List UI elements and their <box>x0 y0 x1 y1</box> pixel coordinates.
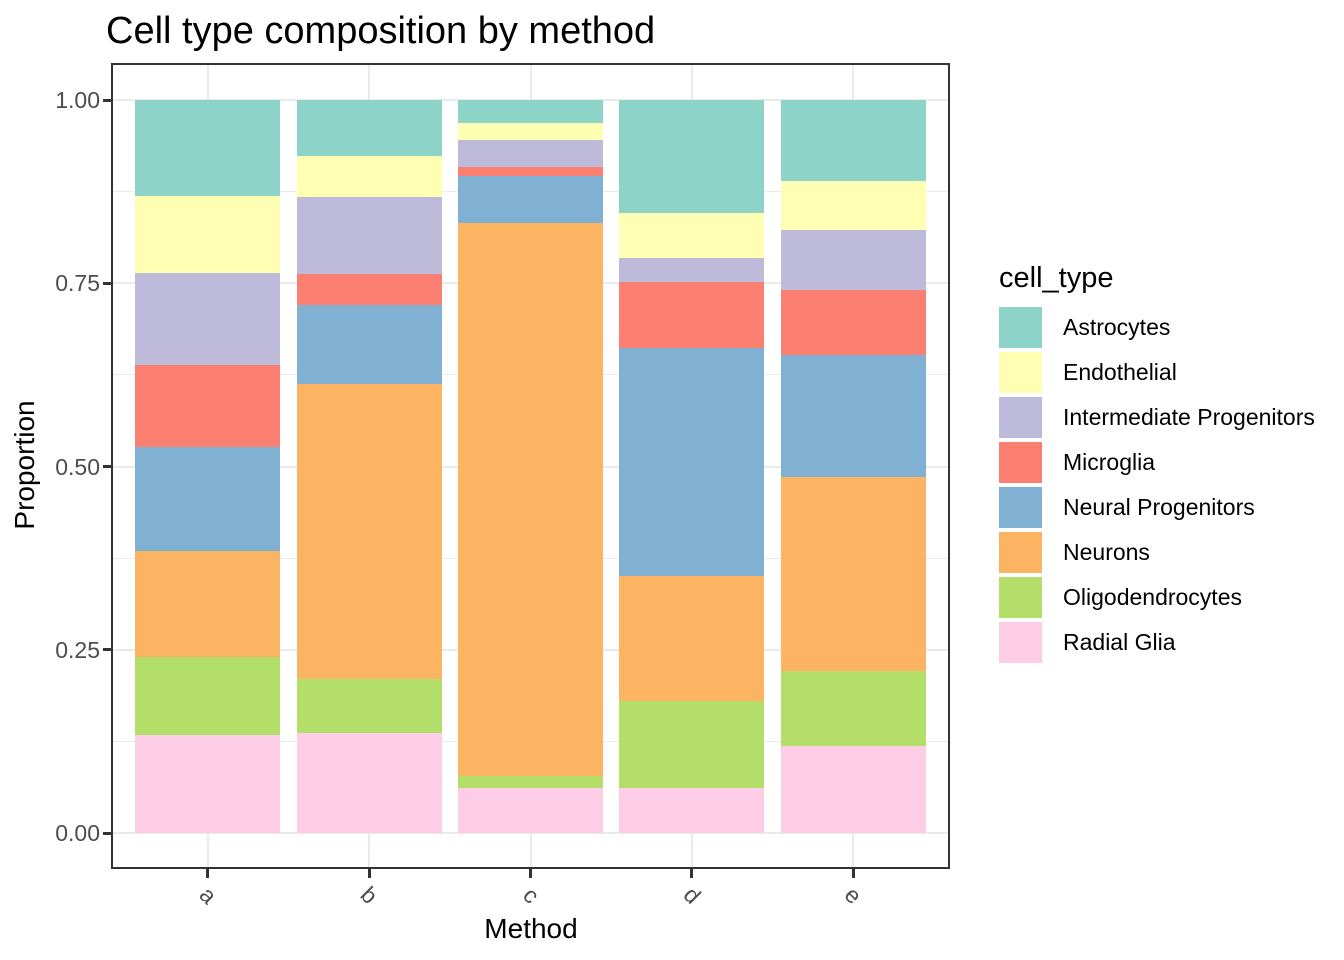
x-tick-mark <box>851 869 855 878</box>
plot-title: Cell type composition by method <box>106 10 656 52</box>
legend-swatch-neural-progenitors <box>999 487 1042 528</box>
bar-segment-oligodendrocytes <box>458 775 603 789</box>
x-tick-mark <box>690 869 694 878</box>
bar-segment-radial-glia <box>619 788 765 833</box>
bar-segment-astrocytes <box>619 100 765 213</box>
y-tick-mark <box>103 465 111 468</box>
x-tick-mark <box>206 869 210 878</box>
bar-segment-radial-glia <box>296 733 442 833</box>
bar-segment-neurons <box>619 576 765 702</box>
legend-swatch-neurons <box>999 532 1042 573</box>
bar-segment-intermediate-progenitors <box>780 230 926 290</box>
bar-method-a <box>135 63 281 869</box>
x-tick-mark <box>367 869 371 878</box>
legend-label: Astrocytes <box>1063 314 1171 340</box>
bar-segment-microglia <box>780 289 926 356</box>
x-tick-label: a <box>194 881 222 909</box>
legend-swatch-radial-glia <box>999 622 1042 663</box>
bar-segment-oligodendrocytes <box>296 679 442 734</box>
legend-title: cell_type <box>999 262 1114 294</box>
y-tick-mark <box>103 98 111 102</box>
legend-swatch-oligodendrocytes <box>999 577 1042 618</box>
bar-segment-endothelial <box>619 212 765 258</box>
bar-segment-radial-glia <box>458 788 603 833</box>
bar-segment-oligodendrocytes <box>135 657 281 735</box>
bar-segment-neurons <box>458 223 603 776</box>
legend-swatch-endothelial <box>999 352 1042 393</box>
bar-segment-astrocytes <box>780 100 926 181</box>
bar-method-c <box>458 63 603 869</box>
legend-label: Endothelial <box>1063 359 1177 385</box>
x-tick-mark <box>529 869 532 878</box>
x-tick-label: b <box>355 881 384 909</box>
y-tick-label: 1.00 <box>55 87 100 113</box>
bar-segment-intermediate-progenitors <box>458 139 603 168</box>
bar-segment-endothelial <box>458 123 603 140</box>
bar-segment-neurons <box>296 383 442 680</box>
y-tick-mark <box>103 281 111 285</box>
plot-panel <box>111 63 950 869</box>
legend-label: Radial Glia <box>1063 629 1176 655</box>
bar-segment-astrocytes <box>458 100 603 124</box>
y-tick-mark <box>103 648 111 652</box>
bar-segment-intermediate-progenitors <box>135 272 281 365</box>
legend-label: Neurons <box>1063 539 1150 565</box>
bar-segment-neural-progenitors <box>135 447 281 551</box>
legend-swatch-intermediate-progenitors <box>999 397 1042 438</box>
bar-segment-intermediate-progenitors <box>619 257 765 282</box>
y-tick-label: 0.00 <box>55 820 100 846</box>
y-tick-label: 0.50 <box>55 453 100 480</box>
legend-label: Microglia <box>1063 449 1156 475</box>
legend-label: Neural Progenitors <box>1063 494 1255 520</box>
y-tick-label: 0.75 <box>55 270 100 297</box>
bar-segment-microglia <box>135 364 281 448</box>
bar-segment-oligodendrocytes <box>619 701 765 789</box>
bar-segment-neural-progenitors <box>780 355 926 477</box>
bar-segment-microglia <box>296 273 442 306</box>
legend-label: Intermediate Progenitors <box>1063 404 1315 430</box>
bar-segment-endothelial <box>296 156 442 197</box>
legend-label: Oligodendrocytes <box>1063 584 1242 610</box>
bar-segment-neurons <box>135 550 281 658</box>
bar-segment-microglia <box>458 167 603 177</box>
bar-segment-neural-progenitors <box>458 176 603 224</box>
x-tick-label: c <box>517 881 545 909</box>
x-tick-label: d <box>678 881 706 909</box>
bar-method-b <box>296 63 442 869</box>
x-axis-title: Method <box>484 913 578 944</box>
bar-segment-astrocytes <box>135 100 281 197</box>
y-tick-label: 0.25 <box>55 636 100 663</box>
x-tick-label: e <box>839 881 868 909</box>
bar-segment-intermediate-progenitors <box>296 196 442 274</box>
bar-segment-radial-glia <box>780 745 926 833</box>
bar-segment-microglia <box>619 281 765 348</box>
bar-segment-neural-progenitors <box>296 305 442 384</box>
bar-segment-neural-progenitors <box>619 347 765 577</box>
bar-method-d <box>619 63 765 869</box>
bar-segment-oligodendrocytes <box>780 671 926 746</box>
bar-segment-neurons <box>780 476 926 671</box>
bar-segment-astrocytes <box>296 100 442 157</box>
y-tick-mark <box>103 831 111 835</box>
bar-segment-radial-glia <box>135 734 281 833</box>
legend-swatch-astrocytes <box>999 307 1042 348</box>
bar-segment-endothelial <box>135 196 281 273</box>
legend-swatch-microglia <box>999 442 1042 483</box>
bar-segment-endothelial <box>780 180 926 231</box>
bar-method-e <box>780 63 926 869</box>
